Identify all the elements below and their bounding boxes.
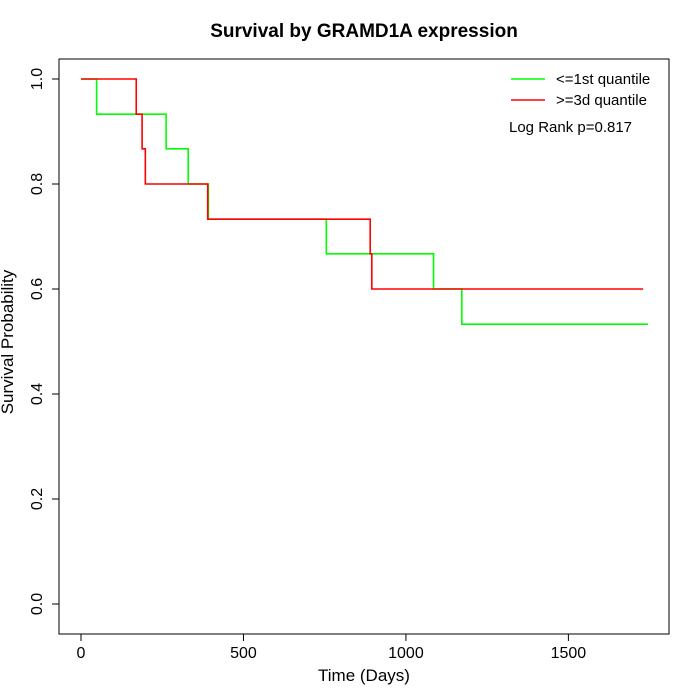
x-tick-label: 1000 xyxy=(388,645,424,662)
y-tick-label: 0.2 xyxy=(29,488,46,510)
y-axis-label: Survival Probability xyxy=(0,269,17,414)
legend: <=1st quantile >=3d quantile xyxy=(511,71,650,109)
x-tick-label: 0 xyxy=(77,645,86,662)
x-axis: 0 500 1000 1500 xyxy=(77,633,587,662)
series-line-2 xyxy=(81,78,644,290)
plot-frame xyxy=(58,58,670,635)
y-tick-label: 0.8 xyxy=(29,173,46,195)
series-layer xyxy=(81,78,648,325)
log-rank-annotation: Log Rank p=0.817 xyxy=(509,119,632,136)
series-line-1 xyxy=(81,78,648,325)
x-tick-label: 500 xyxy=(230,645,257,662)
y-tick-label: 0.4 xyxy=(29,383,46,405)
y-tick-label: 0.6 xyxy=(29,278,46,300)
y-tick-label: 1.0 xyxy=(29,68,46,90)
x-axis-label: Time (Days) xyxy=(318,666,410,685)
y-tick-label: 0.0 xyxy=(29,593,46,615)
x-tick-label: 1500 xyxy=(551,645,587,662)
y-axis: 0.0 0.2 0.4 0.6 0.8 1.0 xyxy=(29,68,60,615)
legend-label-1: <=1st quantile xyxy=(556,71,650,88)
chart-title: Survival by GRAMD1A expression xyxy=(210,21,518,42)
legend-label-2: >=3d quantile xyxy=(556,92,647,109)
